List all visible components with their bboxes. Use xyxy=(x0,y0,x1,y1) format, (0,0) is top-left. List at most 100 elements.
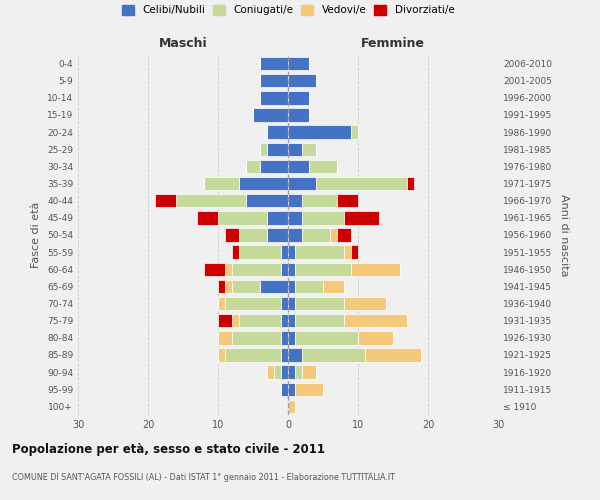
Bar xyxy=(288,314,295,328)
Legend: Celibi/Nubili, Coniugati/e, Vedovi/e, Divorziati/e: Celibi/Nubili, Coniugati/e, Vedovi/e, Di… xyxy=(122,5,454,15)
Bar xyxy=(344,211,379,224)
Text: Maschi: Maschi xyxy=(158,37,208,50)
Bar xyxy=(246,160,260,173)
Bar xyxy=(281,297,288,310)
Bar xyxy=(232,314,239,328)
Bar xyxy=(260,280,288,293)
Bar xyxy=(260,91,288,104)
Bar xyxy=(260,57,288,70)
Bar xyxy=(232,262,281,276)
Bar xyxy=(295,314,344,328)
Bar xyxy=(267,366,274,379)
Bar xyxy=(225,297,281,310)
Bar xyxy=(295,382,323,396)
Bar xyxy=(302,194,337,207)
Bar xyxy=(218,331,232,344)
Bar xyxy=(302,142,316,156)
Bar xyxy=(344,297,386,310)
Text: Femmine: Femmine xyxy=(361,37,425,50)
Bar xyxy=(281,331,288,344)
Y-axis label: Fasce di età: Fasce di età xyxy=(31,202,41,268)
Bar xyxy=(218,348,225,362)
Bar xyxy=(225,348,281,362)
Bar xyxy=(288,262,295,276)
Bar xyxy=(218,314,232,328)
Bar xyxy=(204,177,239,190)
Bar xyxy=(295,331,358,344)
Bar xyxy=(323,280,344,293)
Bar xyxy=(267,211,288,224)
Bar xyxy=(288,74,316,88)
Bar xyxy=(295,280,323,293)
Bar xyxy=(232,280,260,293)
Bar xyxy=(288,108,309,122)
Bar xyxy=(288,331,295,344)
Text: Popolazione per età, sesso e stato civile - 2011: Popolazione per età, sesso e stato civil… xyxy=(12,442,325,456)
Bar xyxy=(218,211,267,224)
Bar xyxy=(351,262,400,276)
Bar xyxy=(288,400,295,413)
Bar xyxy=(288,160,309,173)
Bar xyxy=(281,314,288,328)
Bar xyxy=(281,366,288,379)
Bar xyxy=(267,126,288,139)
Text: COMUNE DI SANT'AGATA FOSSILI (AL) - Dati ISTAT 1° gennaio 2011 - Elaborazione TU: COMUNE DI SANT'AGATA FOSSILI (AL) - Dati… xyxy=(12,472,395,482)
Bar xyxy=(302,228,330,241)
Bar xyxy=(239,314,281,328)
Y-axis label: Anni di nascita: Anni di nascita xyxy=(559,194,569,276)
Bar xyxy=(302,211,344,224)
Bar xyxy=(155,194,176,207)
Bar xyxy=(239,228,267,241)
Bar xyxy=(239,246,281,259)
Bar xyxy=(330,228,337,241)
Bar xyxy=(225,262,232,276)
Bar xyxy=(337,228,351,241)
Bar xyxy=(260,74,288,88)
Bar xyxy=(274,366,281,379)
Bar xyxy=(260,142,267,156)
Bar xyxy=(295,297,344,310)
Bar xyxy=(267,228,288,241)
Bar xyxy=(288,366,295,379)
Bar xyxy=(295,366,302,379)
Bar xyxy=(288,57,309,70)
Bar xyxy=(204,262,225,276)
Bar xyxy=(281,246,288,259)
Bar xyxy=(288,297,295,310)
Bar xyxy=(309,160,337,173)
Bar xyxy=(288,211,302,224)
Bar xyxy=(302,366,316,379)
Bar xyxy=(337,194,358,207)
Bar xyxy=(281,348,288,362)
Bar xyxy=(288,348,302,362)
Bar xyxy=(288,246,295,259)
Bar xyxy=(288,142,302,156)
Bar xyxy=(288,126,351,139)
Bar xyxy=(288,228,302,241)
Bar xyxy=(288,194,302,207)
Bar xyxy=(246,194,288,207)
Bar xyxy=(197,211,218,224)
Bar xyxy=(176,194,246,207)
Bar xyxy=(232,246,239,259)
Bar xyxy=(295,246,344,259)
Bar xyxy=(288,382,295,396)
Bar xyxy=(302,348,365,362)
Bar xyxy=(295,262,351,276)
Bar xyxy=(288,91,309,104)
Bar xyxy=(225,228,239,241)
Bar xyxy=(288,280,295,293)
Bar xyxy=(239,177,288,190)
Bar xyxy=(267,142,288,156)
Bar xyxy=(365,348,421,362)
Bar xyxy=(225,280,232,293)
Bar xyxy=(281,382,288,396)
Bar xyxy=(351,126,358,139)
Bar xyxy=(218,297,225,310)
Bar xyxy=(316,177,407,190)
Bar xyxy=(260,160,288,173)
Bar xyxy=(253,108,288,122)
Bar xyxy=(407,177,414,190)
Bar xyxy=(281,262,288,276)
Bar xyxy=(351,246,358,259)
